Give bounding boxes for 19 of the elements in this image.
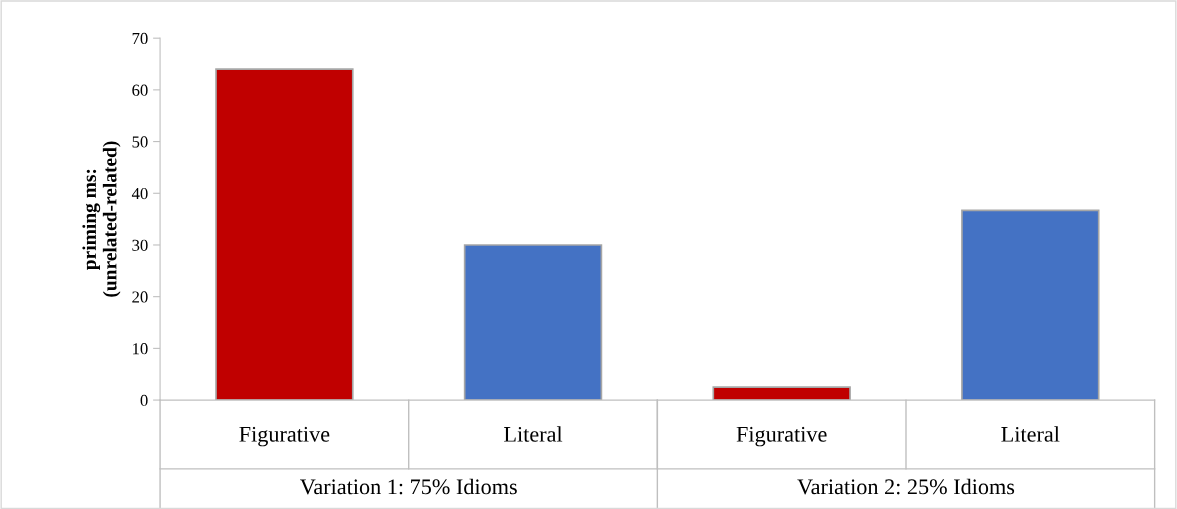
y-tick-label: 60 [132,84,148,96]
x-tick-label: Literal [504,426,563,442]
y-tick-label: 10 [133,343,148,355]
y-tick-label: 70 [132,32,148,45]
y-tick-label: 20 [132,291,148,303]
text: Variation 2: 25% Idioms [797,478,1015,495]
bar [463,244,603,401]
x-tick-label: Figurative [736,426,827,447]
bar [712,386,851,401]
bar [961,209,1100,401]
x-tick-label: Figurative [239,426,330,447]
y-axis-title: priming ms: (unrelated-related) [82,141,121,297]
x-tick-label: Literal [1001,426,1060,442]
bar [215,68,354,401]
text: Variation 1: 75% Idioms [300,478,517,495]
y-tick-label: 50 [132,136,148,148]
y-tick-label: 40 [131,187,148,200]
y-tick-label: 0 [140,394,148,407]
y-tick-label: 30 [132,239,148,251]
